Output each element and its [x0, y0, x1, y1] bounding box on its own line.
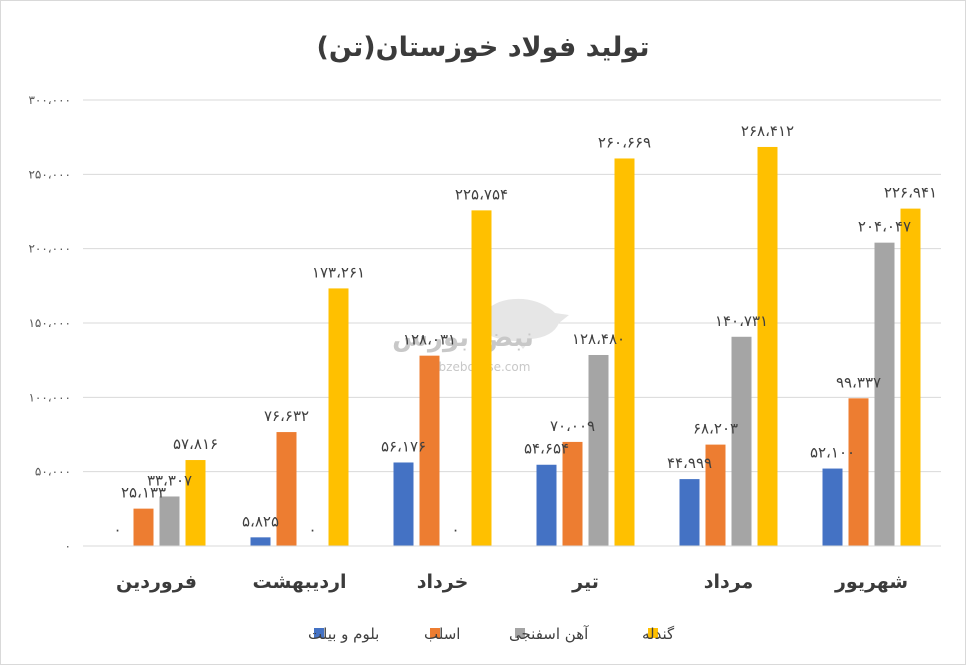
legend: بلوم و بیلت اسلب آهن اسفنجی گندله	[308, 625, 675, 643]
axes: ۰ ۵۰،۰۰۰ ۱۰۰،۰۰۰ ۱۵۰،۰۰۰ ۲۰۰،۰۰۰ ۲۵۰،۰۰۰ ۳۰۰،۰…	[28, 93, 941, 593]
legend-label: آهن اسفنجی	[509, 625, 589, 643]
data-label: ۱۴۰،۷۳۱	[715, 312, 768, 330]
x-tick-label: اردیبهشت	[252, 571, 346, 593]
data-label: ۱۷۳،۲۶۱	[312, 263, 365, 281]
data-label: ۲۵،۱۳۳	[121, 484, 166, 502]
bar	[471, 210, 492, 546]
data-label: ۹۹،۳۳۷	[836, 373, 881, 391]
bar	[328, 288, 349, 546]
bar	[874, 242, 895, 546]
bar	[562, 441, 583, 546]
legend-swatch	[314, 628, 324, 638]
bar	[848, 398, 869, 546]
data-label: ۰	[113, 521, 121, 539]
data-label: ۳۳،۳۰۷	[147, 471, 192, 489]
legend-swatch	[430, 628, 440, 638]
bar	[757, 146, 778, 547]
bar	[133, 508, 154, 546]
data-label: ۱۲۸،۴۸۰	[572, 330, 625, 348]
bar	[185, 460, 206, 546]
x-tick-label: فروردین	[116, 571, 197, 593]
bar	[900, 208, 921, 546]
watermark-text: نبض بورس	[392, 323, 534, 353]
legend-swatch	[648, 628, 658, 638]
data-label: ۱۲۸،۰۳۱	[403, 331, 456, 349]
data-label: ۵۷،۸۱۶	[173, 435, 218, 453]
legend-label: بلوم و بیلت	[308, 625, 379, 643]
legend-swatch	[515, 628, 525, 638]
data-label: ۰	[308, 521, 316, 539]
x-tick-label: مرداد	[704, 571, 754, 593]
bar	[276, 432, 297, 546]
watermark: نبض بورسnabzebourse.com	[392, 298, 569, 374]
data-label: ۲۲۵،۷۵۴	[455, 185, 508, 203]
data-label: ۲۲۶،۹۴۱	[884, 184, 937, 202]
y-tick-label: ۰	[65, 539, 71, 553]
bar	[250, 537, 271, 546]
watermark-bull-icon	[479, 298, 569, 349]
bar	[731, 336, 752, 546]
bar	[393, 462, 414, 546]
data-label: ۷۶،۶۳۲	[264, 407, 309, 425]
bar	[679, 479, 700, 546]
bar	[536, 464, 557, 546]
data-label: ۴۴،۹۹۹	[667, 454, 712, 472]
bar	[822, 468, 843, 546]
bar	[588, 354, 609, 546]
y-tick-label: ۵۰،۰۰۰	[35, 465, 71, 479]
data-label: ۰	[451, 521, 459, 539]
data-label: ۵۶،۱۷۶	[381, 437, 426, 455]
data-label: ۲۰۴،۰۴۷	[858, 218, 911, 236]
data-label: ۵،۸۲۵	[242, 512, 279, 530]
x-tick-label: شهریور	[834, 571, 908, 593]
bar	[419, 355, 440, 546]
data-label: ۵۲،۱۰۰	[810, 444, 855, 462]
data-label: ۵۴،۶۵۴	[524, 440, 569, 458]
gridlines	[83, 99, 941, 473]
y-tick-label: ۱۰۰،۰۰۰	[28, 390, 71, 404]
legend-label: گندله	[642, 625, 675, 643]
data-label: ۲۶۸،۴۱۲	[741, 122, 794, 140]
data-label: ۶۸،۲۰۳	[693, 420, 738, 438]
bar	[705, 444, 726, 546]
y-tick-label: ۳۰۰،۰۰۰	[28, 93, 71, 107]
x-tick-label: تیر	[571, 571, 599, 593]
chart-title: تولید فولاد خوزستان(تن)	[317, 32, 650, 63]
data-label: ۷۰،۰۰۹	[550, 417, 595, 435]
y-tick-label: ۱۵۰،۰۰۰	[28, 316, 71, 330]
legend-label: اسلب	[424, 625, 460, 643]
bar	[159, 496, 180, 546]
x-tick-label: خرداد	[417, 571, 469, 593]
bars	[133, 146, 921, 547]
data-label: ۲۶۰،۶۶۹	[598, 133, 651, 151]
bar	[614, 158, 635, 546]
y-tick-label: ۲۵۰،۰۰۰	[28, 167, 71, 181]
y-tick-label: ۲۰۰،۰۰۰	[28, 242, 71, 256]
